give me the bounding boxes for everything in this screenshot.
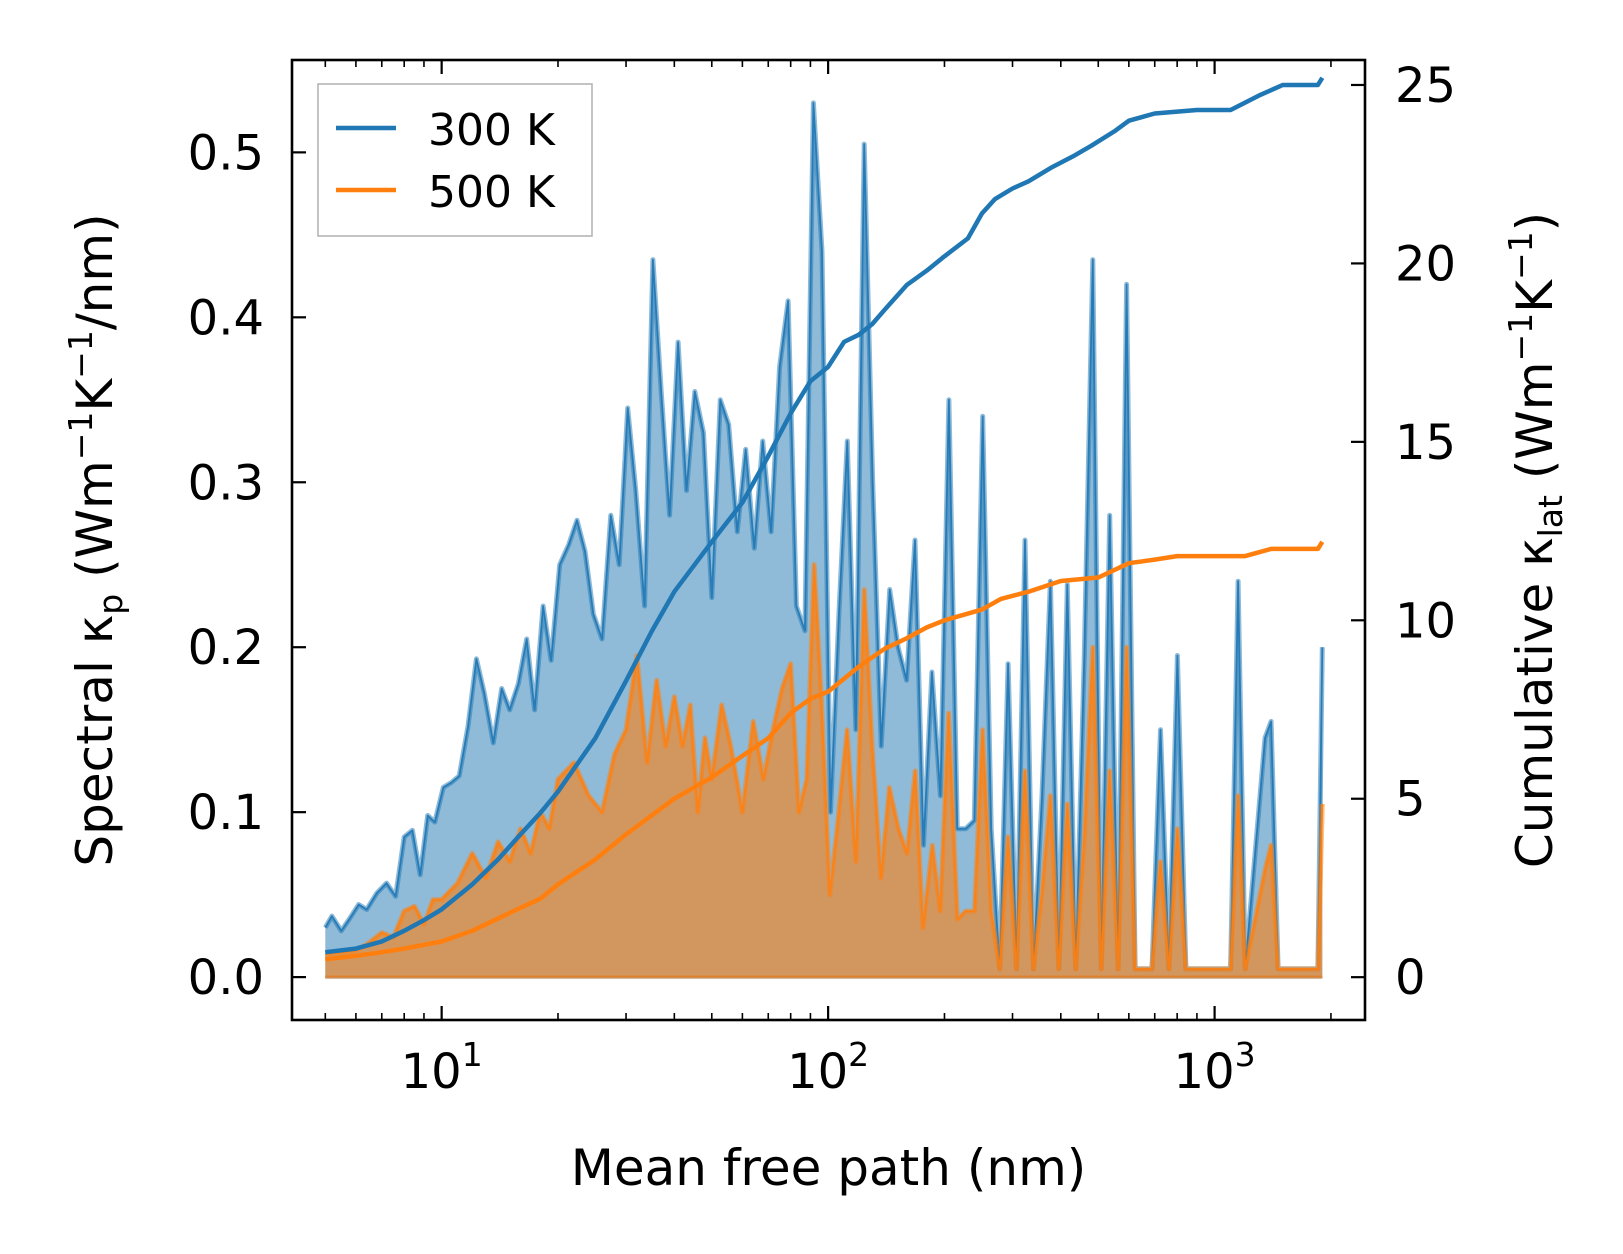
legend: 300 K 500 K xyxy=(317,83,593,237)
y-right-label-sup1: −1 xyxy=(1501,313,1540,362)
cumulative-lines xyxy=(325,76,1325,962)
x-tick-label: 102 xyxy=(787,1035,869,1100)
y-right-label-unit-close: ) xyxy=(1506,212,1564,232)
y-right-label-unit-open: (Wm xyxy=(1506,361,1564,495)
y-axis-label-right: Cumulative κlat (Wm−1K−1) xyxy=(1501,212,1570,868)
cumulative-line-500k xyxy=(325,540,1325,962)
y-right-tick-label: 20 xyxy=(1395,236,1456,292)
y-left-tick-label: 0.2 xyxy=(188,620,264,676)
axes-frame xyxy=(290,58,1367,1022)
y-left-tick-label: 0.5 xyxy=(188,125,264,181)
y-left-label-unit-open: (Wm xyxy=(66,460,124,594)
legend-box xyxy=(317,83,593,237)
x-axis-label: Mean free path (nm) xyxy=(571,1139,1087,1197)
x-tick-label-exp: 2 xyxy=(848,1035,869,1074)
y-right-label-sup2: −1 xyxy=(1501,231,1540,280)
y-left-tick-label: 0.0 xyxy=(188,950,264,1006)
x-tick-label-base: 10 xyxy=(1174,1044,1235,1100)
y-right-label-main: Cumulative κ xyxy=(1506,537,1564,868)
x-tick-label: 103 xyxy=(1174,1035,1256,1100)
y-right-tick-label: 15 xyxy=(1395,415,1456,471)
y-axis-label-left: Spectral κp (Wm−1K−1/nm) xyxy=(61,213,130,866)
y-left-label-sup1: −1 xyxy=(61,412,100,461)
y-left-tick-label: 0.4 xyxy=(188,290,264,346)
y-left-label-sup2: −1 xyxy=(61,330,100,379)
y-left-label-sub: p xyxy=(91,594,130,615)
y-left-label-unit-mid: K xyxy=(66,378,124,412)
y-right-tick-label: 0 xyxy=(1395,950,1426,1006)
x-tick-label-exp: 3 xyxy=(1235,1035,1256,1074)
cumulative-line-300k xyxy=(325,76,1325,955)
y-right-tick-label: 10 xyxy=(1395,593,1456,649)
spectral-area-300k xyxy=(325,102,1323,978)
x-tick-label-base: 10 xyxy=(787,1044,848,1100)
y-left-label-unit-close: /nm) xyxy=(66,213,124,330)
x-tick-label-base: 10 xyxy=(401,1044,462,1100)
y-left-label-main: Spectral κ xyxy=(66,615,124,867)
spectral-line-300k xyxy=(324,102,1324,970)
legend-label-300k: 300 K xyxy=(428,105,556,156)
y-right-label-sub: lat xyxy=(1531,495,1570,537)
y-right-tick-label: 5 xyxy=(1395,772,1426,828)
y-left-tick-label: 0.3 xyxy=(188,455,264,511)
y-left-tick-label: 0.1 xyxy=(188,785,264,841)
x-tick-label: 101 xyxy=(401,1035,483,1100)
y-right-tick-label: 25 xyxy=(1395,58,1456,114)
legend-label-500k: 500 K xyxy=(428,167,556,218)
plot-area xyxy=(323,76,1325,979)
x-tick-label-exp: 1 xyxy=(462,1035,483,1074)
y-right-label-unit-mid: K xyxy=(1506,279,1564,313)
